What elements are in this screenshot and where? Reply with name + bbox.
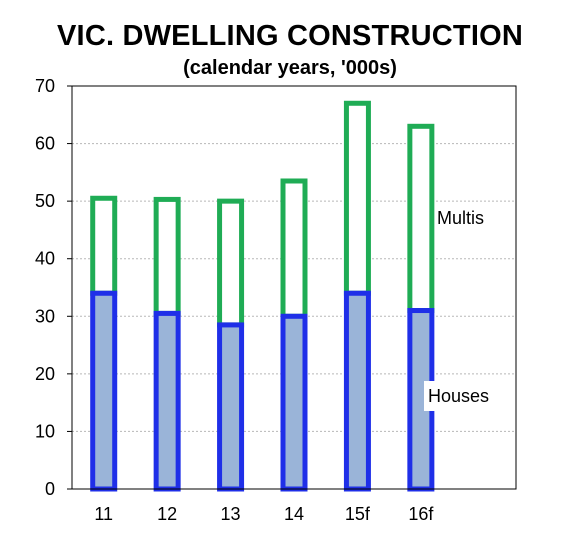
x-tick-label: 12 <box>157 504 177 524</box>
bar-multis-11 <box>90 195 118 296</box>
bar-houses-12 <box>153 310 181 492</box>
bar-houses-15f <box>343 290 371 492</box>
bars <box>90 100 435 492</box>
y-tick-label: 40 <box>35 249 55 269</box>
bar-multis-16f <box>407 123 435 314</box>
bar-houses-14 <box>280 313 308 492</box>
y-tick-label: 70 <box>35 76 55 96</box>
y-tick-label: 30 <box>35 306 55 326</box>
bar-multis-14 <box>280 178 308 319</box>
x-tick-label: 15f <box>345 504 371 524</box>
bar-houses-11 <box>90 290 118 492</box>
y-tick-label: 10 <box>35 421 55 441</box>
y-tick-label: 50 <box>35 191 55 211</box>
x-tick-label: 16f <box>408 504 434 524</box>
x-tick-label: 14 <box>284 504 304 524</box>
y-axis-ticks: 0 10 20 30 40 50 60 70 <box>35 76 72 499</box>
x-axis-ticks: 11 12 13 14 15f 16f <box>94 504 434 524</box>
series-label-multis: Multis <box>437 208 484 228</box>
chart-title: VIC. DWELLING CONSTRUCTION <box>57 20 523 52</box>
x-tick-label: 13 <box>221 504 241 524</box>
y-tick-label: 20 <box>35 364 55 384</box>
bar-multis-15f <box>343 100 371 296</box>
bar-multis-13 <box>217 198 245 328</box>
series-label-houses-background <box>424 381 498 411</box>
x-tick-label: 11 <box>94 504 113 524</box>
plot-frame <box>71 85 517 490</box>
y-tick-label: 60 <box>35 134 55 154</box>
bar-multis-12 <box>153 196 181 316</box>
chart-subtitle: (calendar years, '000s) <box>183 57 397 79</box>
series-label-houses: Houses <box>428 386 489 406</box>
y-tick-label: 0 <box>45 479 55 499</box>
bar-houses-13 <box>217 322 245 492</box>
